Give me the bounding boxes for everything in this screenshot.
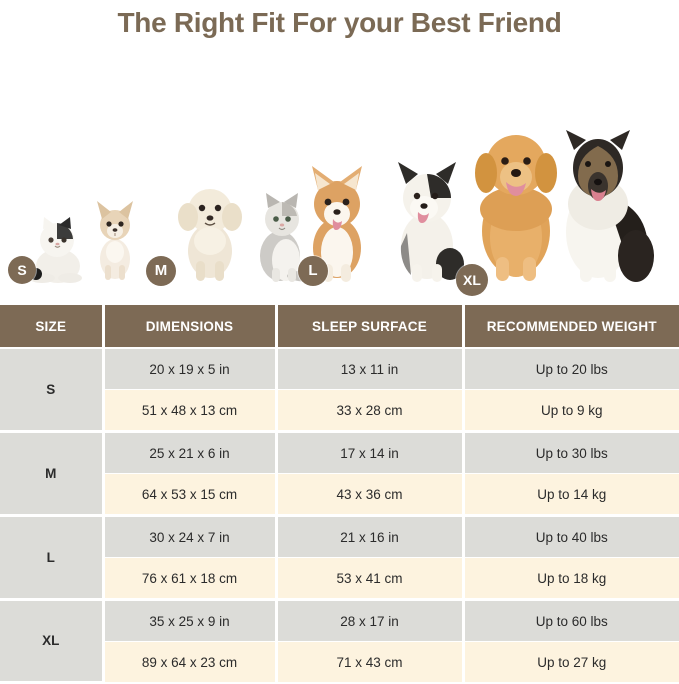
size-chart-table: SIZE DIMENSIONS SLEEP SURFACE RECOMMENDE… xyxy=(0,305,679,684)
sleep-surface-l-metric: 53 x 41 cm xyxy=(276,557,465,601)
size-badge-xl: XL xyxy=(456,264,488,296)
animal-dog-golden-retriever xyxy=(466,119,566,284)
size-badge-l: L xyxy=(298,256,328,286)
sleep-surface-m-metric: 43 x 36 cm xyxy=(276,473,465,517)
column-header-sleep-surface: SLEEP SURFACE xyxy=(276,305,465,349)
size-cell-xl: XL xyxy=(0,599,105,684)
sleep-surface-l-imperial: 21 x 16 in xyxy=(276,515,465,558)
dimensions-m-imperial: 25 x 21 x 6 in xyxy=(103,431,278,474)
dimensions-xl-metric: 89 x 64 x 23 cm xyxy=(103,641,278,682)
sleep-surface-xl-metric: 71 x 43 cm xyxy=(276,641,465,682)
pet-size-comparison-illustration: S xyxy=(0,46,679,296)
weight-s-metric: Up to 9 kg xyxy=(463,389,679,433)
table-row: XL 35 x 25 x 9 in 28 x 17 in Up to 60 lb… xyxy=(0,599,679,684)
dimensions-l-imperial: 30 x 24 x 7 in xyxy=(103,515,278,558)
sleep-surface-xl-imperial: 28 x 17 in xyxy=(276,599,465,642)
weight-m-imperial: Up to 30 lbs xyxy=(463,431,679,474)
sleep-surface-m-imperial: 17 x 14 in xyxy=(276,431,465,474)
table-row: L 30 x 24 x 7 in 21 x 16 in Up to 40 lbs xyxy=(0,515,679,601)
column-header-recommended-weight: RECOMMENDED WEIGHT xyxy=(463,305,679,349)
size-badge-m: M xyxy=(146,256,176,286)
dimensions-l-metric: 76 x 61 x 18 cm xyxy=(103,557,278,601)
table-row: S 20 x 19 x 5 in 13 x 11 in Up to 20 lbs xyxy=(0,348,679,433)
column-header-dimensions: DIMENSIONS xyxy=(103,305,278,349)
dimensions-xl-imperial: 35 x 25 x 9 in xyxy=(103,599,278,642)
page-title: The Right Fit For your Best Friend xyxy=(117,7,562,38)
animal-dog-chihuahua xyxy=(86,197,144,283)
animal-dog-rough-collie xyxy=(548,124,660,284)
dimensions-m-metric: 64 x 53 x 15 cm xyxy=(103,473,278,517)
table-row: 64 x 53 x 15 cm 43 x 36 cm Up to 14 kg xyxy=(0,473,679,517)
sleep-surface-s-metric: 33 x 28 cm xyxy=(276,389,465,433)
dimensions-s-imperial: 20 x 19 x 5 in xyxy=(103,348,278,390)
size-cell-l: L xyxy=(0,515,105,601)
weight-xl-metric: Up to 27 kg xyxy=(463,641,679,682)
size-cell-m: M xyxy=(0,431,105,517)
weight-xl-imperial: Up to 60 lbs xyxy=(463,599,679,642)
table-header-row: SIZE DIMENSIONS SLEEP SURFACE RECOMMENDE… xyxy=(0,305,679,349)
sleep-surface-s-imperial: 13 x 11 in xyxy=(276,348,465,390)
animal-dog-border-collie xyxy=(384,154,470,284)
column-header-size: SIZE xyxy=(0,305,105,349)
size-cell-s: S xyxy=(0,348,105,433)
size-badge-s: S xyxy=(8,256,36,284)
table-row: 76 x 61 x 18 cm 53 x 41 cm Up to 18 kg xyxy=(0,557,679,601)
animal-cat-white-black-small xyxy=(24,212,92,284)
dimensions-s-metric: 51 x 48 x 13 cm xyxy=(103,389,278,433)
table-row: 51 x 48 x 13 cm 33 x 28 cm Up to 9 kg xyxy=(0,389,679,433)
weight-s-imperial: Up to 20 lbs xyxy=(463,348,679,390)
weight-l-imperial: Up to 40 lbs xyxy=(463,515,679,558)
table-row: M 25 x 21 x 6 in 17 x 14 in Up to 30 lbs xyxy=(0,431,679,517)
weight-m-metric: Up to 14 kg xyxy=(463,473,679,517)
animal-dog-maltipoo xyxy=(172,179,248,284)
weight-l-metric: Up to 18 kg xyxy=(463,557,679,601)
